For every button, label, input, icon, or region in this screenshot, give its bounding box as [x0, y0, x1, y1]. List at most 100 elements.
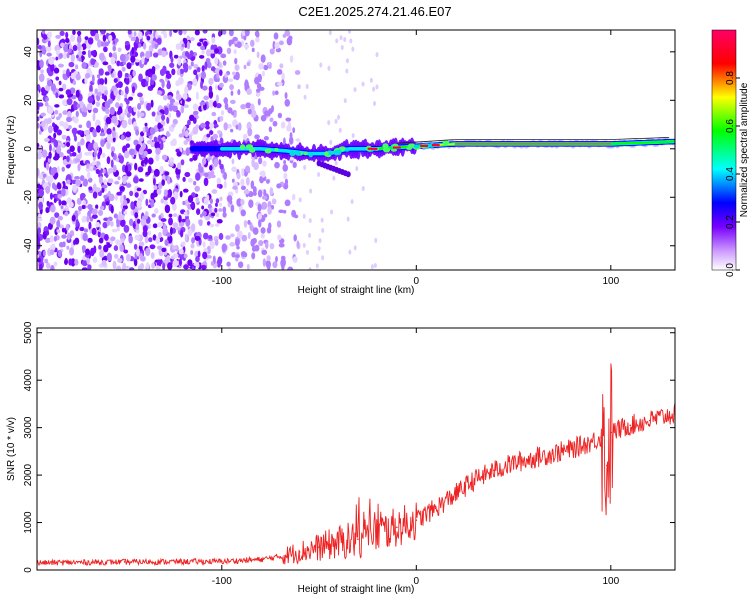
- spectral-cell: [56, 182, 61, 190]
- spectral-cell: [68, 61, 75, 68]
- spectral-cell: [104, 71, 110, 76]
- spectral-cell: [92, 191, 98, 199]
- doppler-ridge: [189, 137, 675, 178]
- spectral-cell: [90, 50, 96, 56]
- spectral-cell: [155, 236, 161, 245]
- spectral-cell: [211, 111, 217, 117]
- spectral-cell: [140, 78, 147, 88]
- y-tick-label: -40: [23, 238, 34, 253]
- spectral-cell: [107, 167, 114, 174]
- ridge-blob: [289, 151, 296, 157]
- spectral-cell: [219, 61, 222, 68]
- spectral-cell: [141, 56, 145, 65]
- spectral-cell: [138, 43, 142, 48]
- spectral-cell: [230, 128, 234, 133]
- spectral-cell: [292, 127, 296, 134]
- spectral-cell: [59, 152, 64, 158]
- spectral-cell: [37, 183, 41, 189]
- spectral-cell: [183, 188, 189, 193]
- spectral-cell: [53, 235, 58, 242]
- spectral-cell: [208, 235, 213, 240]
- spectral-cell: [123, 224, 130, 233]
- spectral-cell: [320, 217, 324, 223]
- spectral-cell: [163, 32, 168, 39]
- x-tick-label: 0: [414, 576, 420, 587]
- spectral-cell: [220, 53, 227, 59]
- spectral-cell: [370, 264, 374, 270]
- spectral-cell: [150, 252, 155, 259]
- spectral-cell: [66, 197, 72, 204]
- spectral-cell: [75, 73, 81, 81]
- spectral-cell: [158, 134, 162, 142]
- spectral-cell: [153, 185, 158, 190]
- spectral-cell: [184, 233, 188, 242]
- spectral-cell: [76, 197, 82, 205]
- spectral-cell: [317, 245, 321, 251]
- spectral-cell: [129, 74, 132, 83]
- spectral-cell: [49, 249, 55, 255]
- spectral-cell: [106, 156, 111, 165]
- spectral-cell: [112, 260, 117, 270]
- spectral-cell: [127, 105, 133, 114]
- spectral-cell: [373, 263, 377, 269]
- spectral-cell: [87, 96, 94, 104]
- spectral-cell: [294, 70, 301, 75]
- spectral-cell: [58, 80, 62, 86]
- spectral-cell: [201, 65, 205, 73]
- spectral-cell: [43, 137, 50, 143]
- spectral-cell: [74, 175, 81, 180]
- spectral-cell: [97, 39, 102, 48]
- spectrogram-x-ticks: -100 0 100: [212, 30, 620, 287]
- spectral-cell: [90, 58, 96, 66]
- spectral-cell: [46, 52, 52, 57]
- spectral-cell: [66, 116, 72, 123]
- spectral-cell: [276, 69, 283, 75]
- spectral-cell: [45, 230, 50, 236]
- snr-series: [37, 363, 675, 567]
- spectral-cell: [101, 152, 106, 158]
- spectral-cell: [116, 226, 120, 232]
- spectral-cell: [87, 237, 93, 243]
- spectral-cell: [213, 158, 219, 168]
- spectral-cell: [115, 265, 122, 270]
- spectral-cell: [265, 179, 270, 184]
- spectral-cell: [41, 92, 47, 96]
- spectral-cell: [120, 134, 125, 141]
- spectral-cell: [285, 117, 292, 122]
- snr-point: [629, 424, 632, 427]
- spectral-cell: [315, 263, 319, 269]
- spectral-cell: [145, 50, 151, 59]
- spectral-cell: [70, 34, 76, 43]
- spectral-cell: [374, 237, 378, 243]
- spectral-cell: [79, 226, 85, 232]
- spectral-cell: [91, 214, 98, 219]
- spectral-cell: [62, 241, 66, 248]
- spectral-cell: [219, 202, 222, 207]
- spectral-cell: [176, 150, 182, 157]
- spectral-cell: [183, 264, 189, 270]
- spectral-cell: [243, 220, 248, 228]
- spectral-cell: [55, 76, 60, 81]
- spectral-cell: [42, 35, 48, 40]
- spectral-cell: [277, 81, 283, 87]
- spectral-cell: [65, 141, 71, 148]
- spectral-cell: [159, 109, 165, 114]
- spectral-cell: [241, 168, 245, 177]
- spectral-cell: [180, 105, 185, 114]
- ridge-blob: [413, 144, 420, 149]
- spectral-cell: [110, 236, 116, 242]
- spectral-cell: [204, 172, 209, 178]
- spectral-cell: [233, 49, 237, 55]
- spectral-cell: [155, 147, 161, 155]
- spectral-cell: [351, 46, 355, 52]
- spectral-cell: [95, 204, 99, 210]
- spectral-cell: [127, 30, 132, 35]
- spectral-cell: [195, 197, 200, 203]
- spectral-cell: [162, 95, 168, 101]
- spectral-cell: [71, 127, 78, 135]
- spectral-cell: [146, 132, 151, 137]
- spectral-cell: [176, 162, 182, 170]
- spectral-cell: [136, 229, 140, 234]
- spectral-cell: [63, 43, 69, 53]
- spectral-cell: [46, 79, 53, 87]
